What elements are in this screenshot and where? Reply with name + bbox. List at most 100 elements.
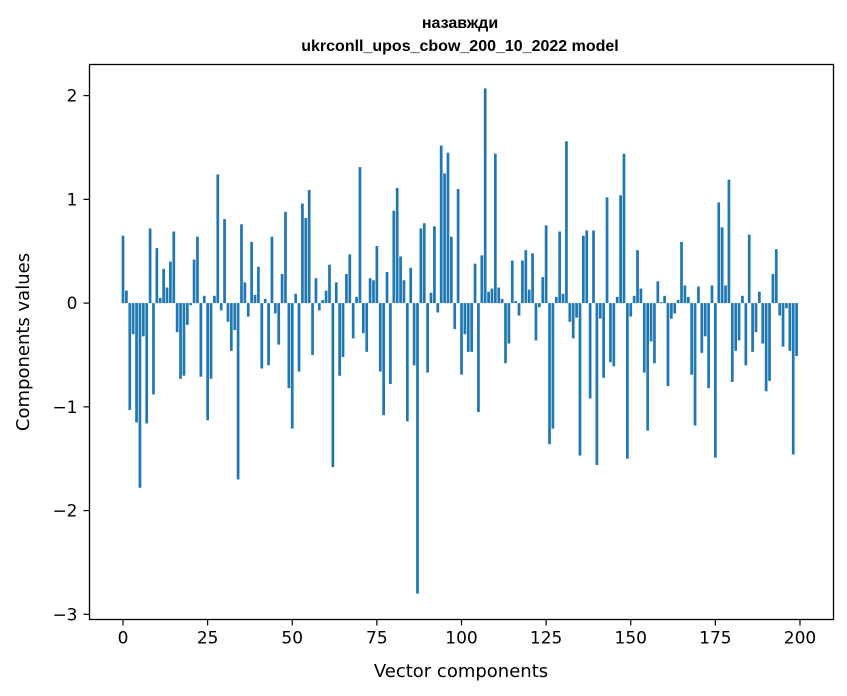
bar-178 bbox=[724, 285, 727, 304]
bar-146 bbox=[615, 296, 619, 304]
bar-116 bbox=[514, 301, 518, 304]
bar-46 bbox=[277, 303, 281, 345]
bar-198 bbox=[791, 303, 795, 455]
bar-84 bbox=[405, 303, 409, 422]
bar-13 bbox=[165, 287, 169, 304]
bar-175 bbox=[714, 303, 717, 458]
bar-157 bbox=[653, 303, 656, 364]
bar-156 bbox=[649, 303, 653, 342]
bar-167 bbox=[686, 296, 690, 304]
bar-151 bbox=[632, 295, 636, 304]
bar-118 bbox=[521, 260, 524, 304]
bar-109 bbox=[490, 288, 494, 304]
bar-64 bbox=[338, 303, 341, 376]
bar-47 bbox=[280, 274, 284, 304]
bar-27 bbox=[213, 295, 216, 304]
bar-28 bbox=[216, 174, 220, 304]
bar-114 bbox=[507, 303, 511, 344]
bar-188 bbox=[758, 291, 761, 304]
bar-49 bbox=[287, 303, 291, 389]
bar-26 bbox=[209, 303, 213, 379]
bar-67 bbox=[348, 254, 352, 304]
bar-66 bbox=[345, 274, 348, 304]
bar-170 bbox=[697, 286, 700, 304]
bar-43 bbox=[267, 303, 270, 366]
bar-190 bbox=[764, 303, 768, 392]
bar-194 bbox=[778, 303, 782, 316]
bar-110 bbox=[493, 153, 497, 304]
bar-40 bbox=[257, 266, 260, 304]
bar-131 bbox=[565, 141, 568, 304]
bar-96 bbox=[446, 152, 450, 304]
x-tick-label: 75 bbox=[366, 629, 388, 649]
bar-81 bbox=[395, 187, 399, 304]
bar-38 bbox=[250, 241, 253, 304]
bar-142 bbox=[602, 303, 606, 378]
bar-182 bbox=[737, 303, 741, 341]
bar-97 bbox=[449, 236, 453, 304]
bar-122 bbox=[534, 303, 538, 341]
bar-193 bbox=[774, 249, 778, 304]
bar-14 bbox=[169, 261, 172, 304]
bar-29 bbox=[219, 303, 223, 311]
bar-138 bbox=[588, 303, 592, 399]
bar-119 bbox=[524, 250, 528, 304]
bar-99 bbox=[456, 188, 460, 304]
bar-173 bbox=[707, 303, 710, 389]
bar-107 bbox=[483, 88, 487, 304]
bar-135 bbox=[578, 303, 582, 456]
bar-102 bbox=[466, 303, 470, 352]
bar-184 bbox=[744, 303, 748, 366]
bar-104 bbox=[473, 263, 477, 304]
bar-59 bbox=[321, 299, 325, 304]
bar-79 bbox=[389, 303, 392, 385]
bar-93 bbox=[436, 303, 440, 313]
bar-158 bbox=[656, 281, 660, 304]
bar-18 bbox=[182, 303, 186, 376]
bar-132 bbox=[568, 303, 572, 322]
bar-21 bbox=[192, 259, 196, 304]
bar-137 bbox=[585, 230, 589, 304]
bar-172 bbox=[703, 303, 707, 337]
bar-168 bbox=[690, 303, 694, 375]
bar-76 bbox=[378, 303, 382, 372]
bar-111 bbox=[497, 287, 501, 304]
bar-68 bbox=[351, 303, 355, 339]
bar-16 bbox=[175, 303, 179, 333]
bar-87 bbox=[416, 303, 419, 594]
bar-124 bbox=[541, 277, 545, 304]
bar-127 bbox=[551, 303, 555, 429]
bar-171 bbox=[700, 303, 704, 353]
bar-39 bbox=[253, 294, 257, 304]
chart-title: назавжди bbox=[422, 15, 498, 32]
bar-19 bbox=[185, 303, 189, 325]
bar-129 bbox=[558, 231, 562, 304]
x-tick-label: 200 bbox=[784, 629, 816, 649]
bar-65 bbox=[341, 303, 345, 358]
bar-196 bbox=[785, 303, 788, 309]
bar-12 bbox=[162, 268, 165, 304]
bar-71 bbox=[361, 303, 365, 334]
y-tick-label: 1 bbox=[67, 190, 78, 210]
y-tick-label: −2 bbox=[52, 502, 77, 522]
bar-161 bbox=[666, 303, 670, 387]
bar-56 bbox=[311, 303, 314, 355]
bar-121 bbox=[531, 253, 534, 304]
bar-86 bbox=[412, 303, 416, 366]
bar-179 bbox=[727, 179, 731, 304]
bar-41 bbox=[260, 303, 264, 369]
bar-192 bbox=[771, 274, 775, 304]
bar-11 bbox=[158, 297, 162, 304]
bar-149 bbox=[626, 303, 629, 459]
bar-141 bbox=[598, 303, 602, 319]
bar-163 bbox=[673, 303, 677, 314]
bar-85 bbox=[409, 267, 413, 304]
bar-197 bbox=[788, 303, 792, 351]
bar-150 bbox=[629, 303, 633, 317]
bar-199 bbox=[795, 303, 798, 357]
bar-160 bbox=[663, 295, 666, 304]
bar-74 bbox=[372, 280, 375, 304]
bar-100 bbox=[460, 303, 463, 375]
y-tick-label: −3 bbox=[52, 605, 77, 625]
